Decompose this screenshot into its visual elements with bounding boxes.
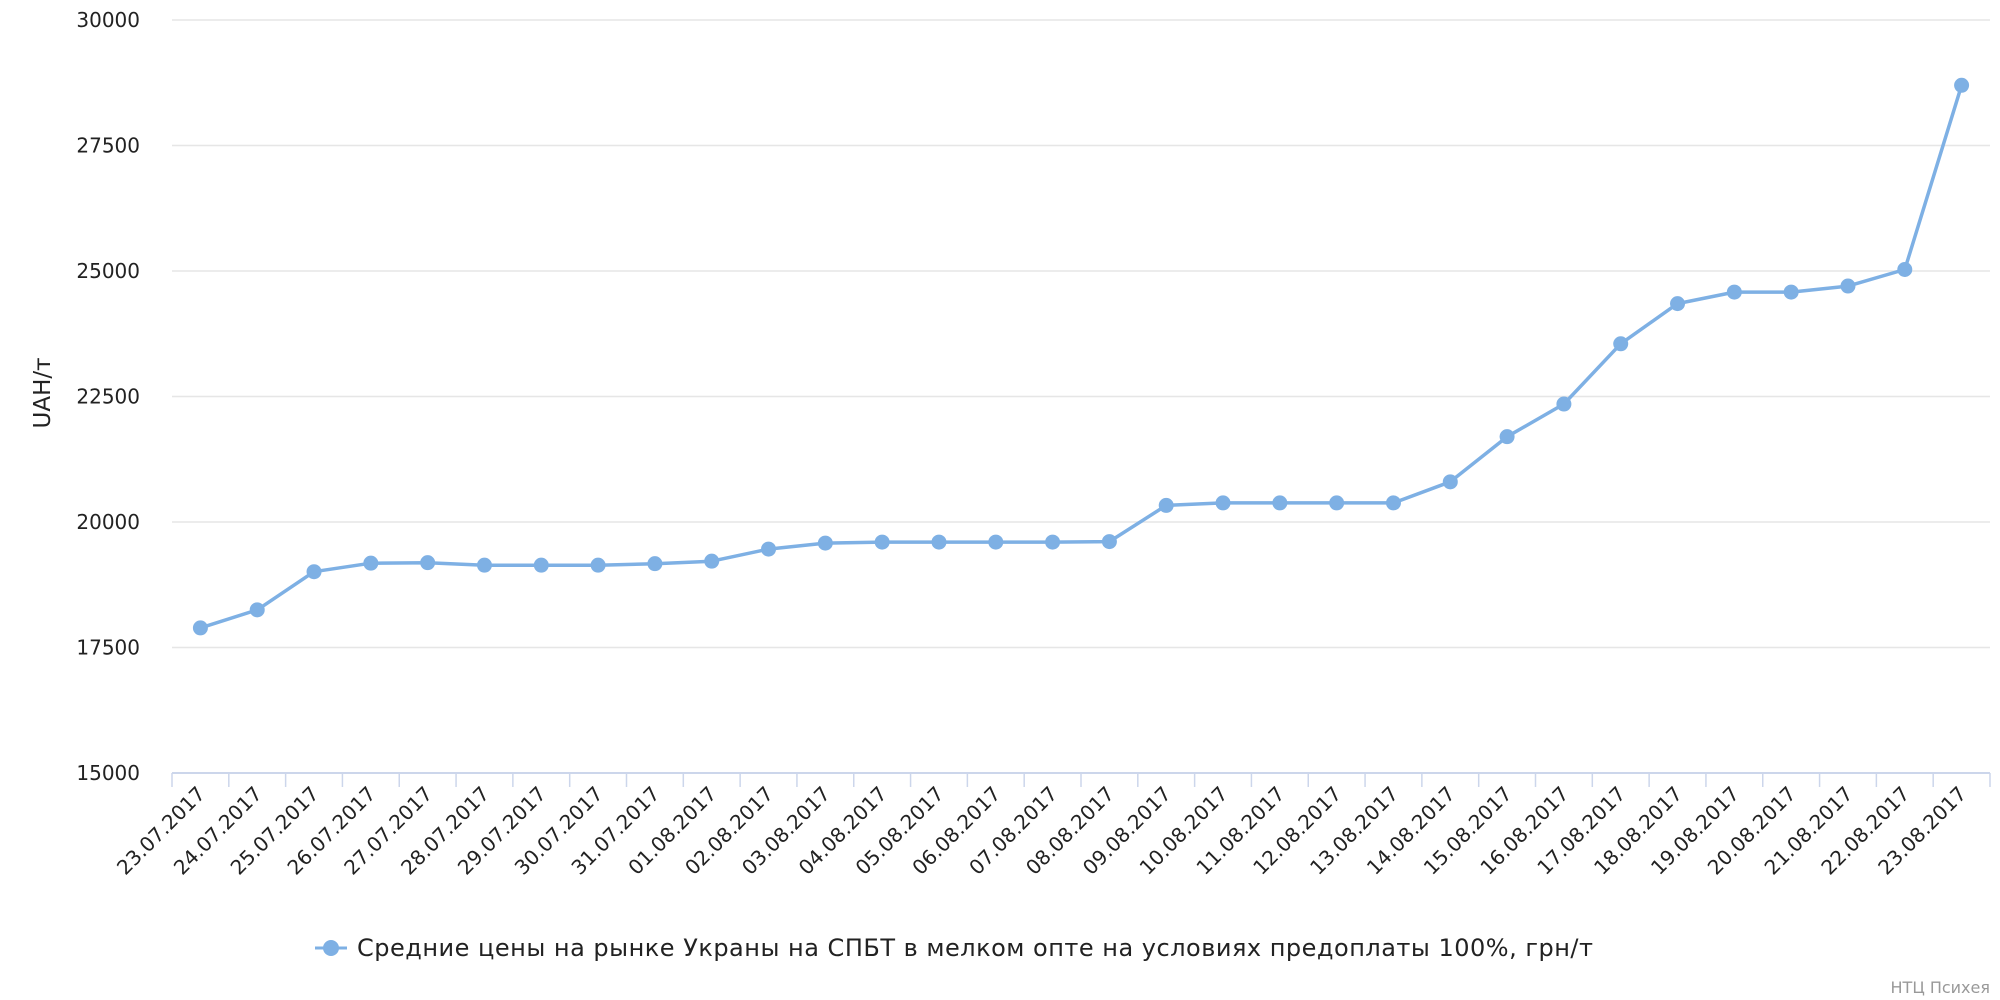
series-line-path	[198, 83, 1964, 630]
data-point[interactable]	[1670, 296, 1686, 312]
data-point[interactable]	[817, 535, 833, 551]
data-point[interactable]	[1272, 495, 1288, 511]
credit-text[interactable]: НТЦ Психея	[1891, 978, 1990, 997]
data-point[interactable]	[1954, 77, 1970, 93]
y-axis: 15000 17500 20000 22500 25000 27500 30000	[76, 8, 140, 785]
y-tick-label: 20000	[76, 510, 140, 534]
data-point[interactable]	[249, 602, 265, 618]
data-point[interactable]	[1783, 284, 1799, 300]
data-point[interactable]	[874, 534, 890, 550]
data-point[interactable]	[988, 534, 1004, 550]
legend-marker-icon	[323, 940, 339, 956]
data-point[interactable]	[1045, 534, 1061, 550]
y-tick-label: 22500	[76, 385, 140, 409]
y-tick-label: 17500	[76, 636, 140, 660]
data-point[interactable]	[704, 553, 720, 569]
data-point[interactable]	[1840, 278, 1856, 294]
series-points[interactable]	[192, 77, 1970, 636]
series-line	[198, 83, 1964, 630]
data-point[interactable]	[1329, 495, 1345, 511]
data-point[interactable]	[1499, 429, 1515, 445]
y-tick-label: 27500	[76, 134, 140, 158]
data-point[interactable]	[647, 556, 663, 572]
data-point[interactable]	[1215, 495, 1231, 511]
data-point[interactable]	[1556, 396, 1572, 412]
data-point[interactable]	[1726, 284, 1742, 300]
y-tick-label: 30000	[76, 8, 140, 32]
data-point[interactable]	[590, 557, 606, 573]
data-point[interactable]	[363, 555, 379, 571]
data-point[interactable]	[192, 620, 208, 636]
data-point[interactable]	[931, 534, 947, 550]
data-point[interactable]	[306, 564, 322, 580]
legend-label[interactable]: Средние цены на рынке Украны на СПБТ в м…	[357, 934, 1593, 962]
data-point[interactable]	[420, 555, 436, 571]
data-point[interactable]	[476, 557, 492, 573]
data-point[interactable]	[1897, 261, 1913, 277]
data-point[interactable]	[1101, 534, 1117, 550]
legend[interactable]: Средние цены на рынке Украны на СПБТ в м…	[315, 934, 1593, 962]
y-tick-label: 15000	[76, 761, 140, 785]
data-point[interactable]	[1158, 497, 1174, 513]
data-point[interactable]	[1385, 495, 1401, 511]
y-tick-label: 25000	[76, 259, 140, 283]
y-axis-label: UAH/т	[30, 357, 56, 428]
grid-lines	[172, 19, 1990, 649]
data-point[interactable]	[533, 557, 549, 573]
x-axis: 23.07.201724.07.201725.07.201726.07.2017…	[112, 772, 1991, 880]
data-point[interactable]	[1613, 336, 1629, 352]
data-point[interactable]	[1442, 474, 1458, 490]
data-point[interactable]	[761, 541, 777, 557]
